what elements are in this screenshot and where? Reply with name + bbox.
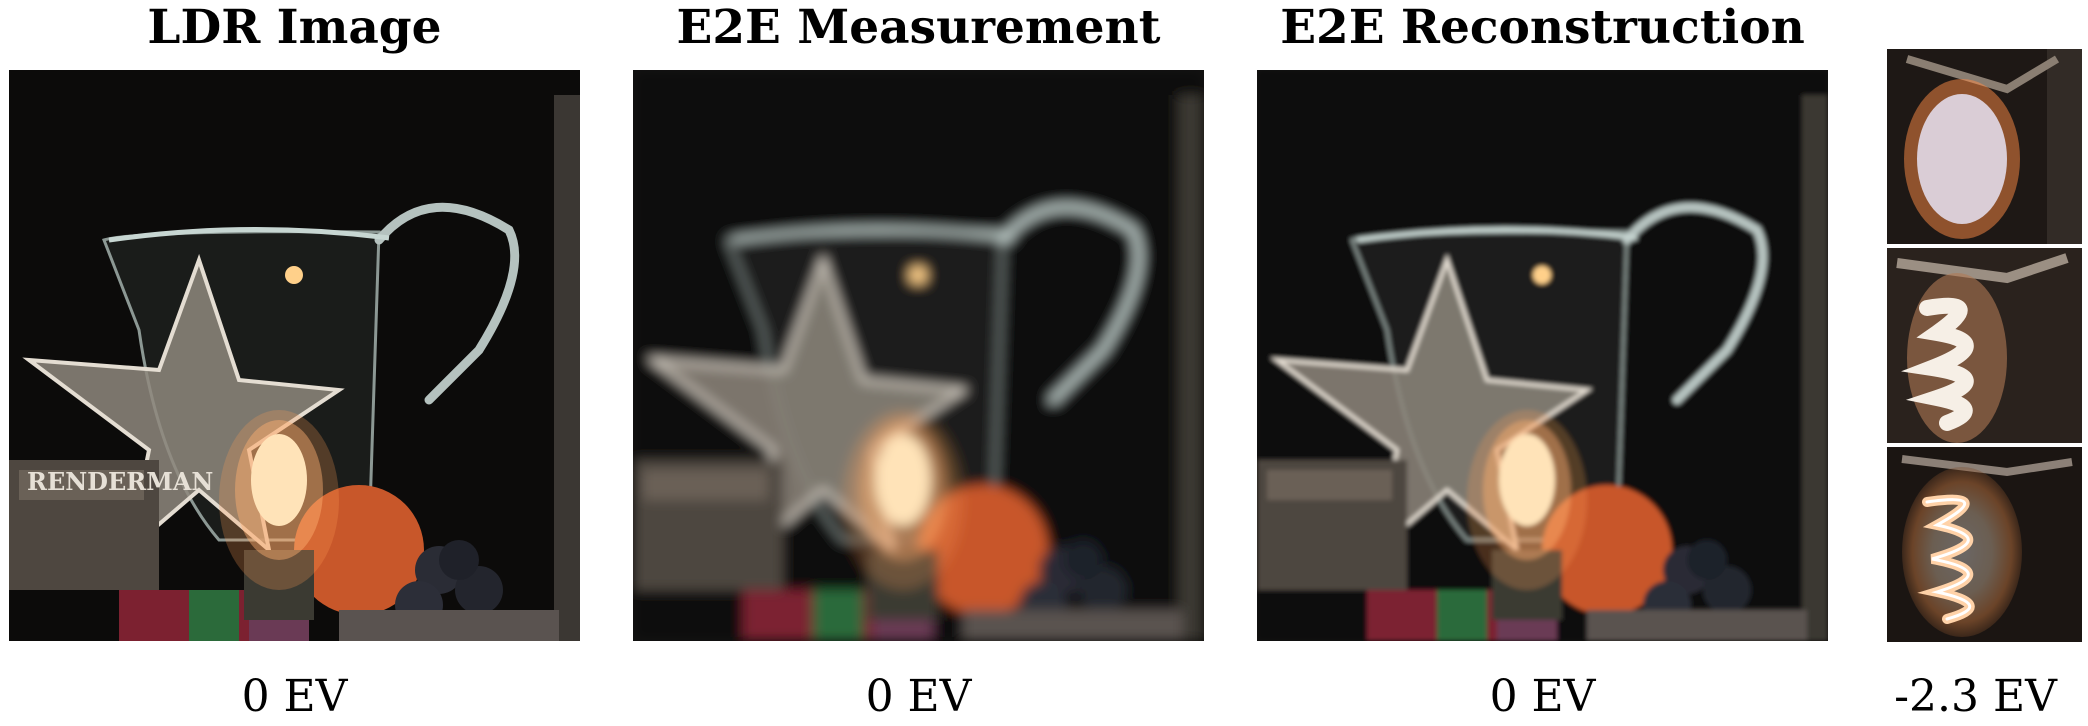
box-label: RENDERMAN <box>27 467 213 496</box>
panel-caption: 0 EV <box>1489 671 1596 722</box>
panel-title: E2E Measurement <box>676 0 1161 55</box>
e2e-reconstruction-image <box>1257 70 1828 641</box>
panel-caption: 0 EV <box>241 671 348 722</box>
ldr-image: RENDERMAN <box>9 70 580 641</box>
panel-caption: 0 EV <box>865 671 972 722</box>
crops-caption: -2.3 EV <box>1894 671 2057 722</box>
e2e-measurement-image <box>633 70 1204 641</box>
crop-measurement <box>1887 248 2082 443</box>
crop-reconstruction <box>1887 447 2082 642</box>
panel-title: E2E Reconstruction <box>1280 0 1805 55</box>
crop-ldr <box>1887 49 2082 244</box>
panel-title: LDR Image <box>147 0 442 55</box>
